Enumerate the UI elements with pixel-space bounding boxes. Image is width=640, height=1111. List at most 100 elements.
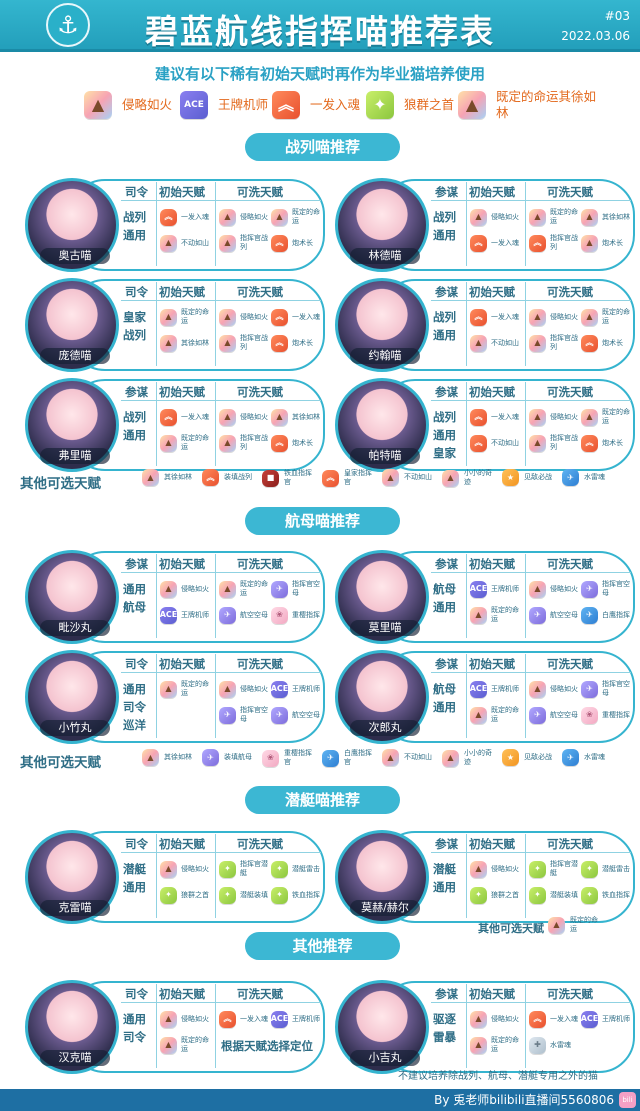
divider: [156, 382, 157, 466]
talent-icon: ▲: [581, 208, 598, 226]
talent-label: 侵略如火: [550, 412, 578, 421]
talent-label: 潜艇装填: [240, 890, 268, 899]
talent-label: 指挥官空母: [602, 680, 630, 697]
cat-portrait: 克雷喵: [25, 830, 119, 924]
talent-label: 其徐如林: [292, 412, 320, 421]
cat-portrait: 帕特喵: [335, 378, 429, 472]
talent-slot: ★ 见敌必战: [502, 469, 556, 486]
sub-other-item: ▲ 既定的命运: [548, 916, 602, 934]
chevron-up-icon: ︽: [470, 308, 487, 326]
commander-card: 小吉丸 参谋 初始天赋 可洗天赋 驱逐雷暴 ▲ 侵略如火 ▲ 既定的命运 ︽ 一发入魂 ACE 王牌机师…: [335, 980, 635, 1074]
talent-label: 白鹰指挥官: [344, 749, 372, 766]
plane-icon: ✈: [529, 706, 546, 724]
talent-slot: ✈ 指挥官空母: [219, 704, 268, 726]
talent-label: 一发入魂: [181, 212, 209, 221]
cat-name: 约翰喵: [350, 348, 420, 364]
cat-name: 汉克喵: [40, 1050, 110, 1066]
talent-slot: ▲ 既定的命运: [529, 206, 578, 228]
talent-slot: ACE 王牌机师: [581, 1008, 630, 1030]
talent-slot: ✚ 水雷魂: [529, 1034, 578, 1056]
talent-label: 侵略如火: [550, 684, 578, 693]
talent-slot: ▲ 炮术长: [581, 232, 630, 254]
legend-label: 狼群之首: [404, 97, 455, 112]
talent-label: 炮术长: [292, 238, 313, 247]
talent-slot: ✈ 水雷魂: [562, 749, 616, 766]
divider: [431, 572, 631, 573]
divider: [121, 300, 321, 301]
issue-date: 2022.03.06: [561, 29, 630, 43]
position-type: 参谋: [435, 837, 458, 851]
talent-label: 指挥官空母: [602, 580, 630, 597]
talent-label: 王牌机师: [491, 584, 519, 593]
talent-icon: ▲: [458, 91, 486, 119]
talent-label: 其徐如林: [602, 212, 630, 221]
chevron-up-icon: ︽: [271, 434, 288, 452]
talent-slot: ACE 王牌机师: [160, 604, 209, 626]
talent-label: 侵略如火: [240, 412, 268, 421]
talent-label: 潜艇雷击: [292, 864, 320, 873]
role-label: 战列通用: [433, 210, 456, 242]
talent-slot: ︽ 指挥官战列: [529, 232, 578, 254]
divider: [525, 834, 526, 918]
talent-slot: ︽ 炮术长: [271, 232, 320, 254]
talent-label: 铁血指挥: [292, 890, 320, 899]
divider: [121, 400, 321, 401]
talent-slot: ▲ 指挥官战列: [219, 432, 268, 454]
talent-slot: ✈ 白鹰指挥官: [322, 749, 376, 767]
talent-slot: ▲ 侵略如火: [160, 578, 209, 600]
divider: [466, 984, 467, 1068]
chevron-up-icon: ︽: [470, 408, 487, 426]
footer-bar: By 兎老师bilibili直播间5560806 bili: [0, 1089, 640, 1111]
plane-icon: ✈: [271, 580, 288, 598]
plane-icon: ✈: [219, 706, 236, 724]
washable-talent-header: 可洗天赋: [547, 657, 593, 671]
talent-slot: ▲ 指挥官战列: [529, 332, 578, 354]
cat-portrait: 弗里喵: [25, 378, 119, 472]
cat-name: 次郎丸: [350, 720, 420, 736]
chevron-up-icon: ︽: [219, 1010, 236, 1028]
chevron-up-icon: ︽: [160, 208, 177, 226]
talent-slot: ︽ 不动如山: [470, 432, 519, 454]
position-type: 参谋: [125, 557, 148, 571]
commander-card: 毗沙丸 参谋 初始天赋 可洗天赋 通用航母 ▲ 侵略如火 ACE 王牌机师 ▲ 既定的命运 ✈ 指挥官空…: [25, 550, 325, 644]
role-label: 航母通用: [433, 582, 456, 614]
divider: [215, 282, 216, 366]
position-type: 司令: [125, 185, 148, 199]
divider: [121, 572, 321, 573]
talent-slot: ▲ 不动如山: [382, 749, 436, 766]
bilibili-icon: bili: [619, 1092, 636, 1108]
talent-label: 既定的命运: [181, 680, 209, 697]
talent-label: 侵略如火: [181, 864, 209, 873]
talent-icon: ▲: [470, 1010, 487, 1028]
divider: [215, 382, 216, 466]
divider: [156, 554, 157, 638]
talent-icon: ▲: [548, 916, 565, 934]
divider: [431, 852, 631, 853]
talent-label: 重樱指挥: [292, 610, 320, 619]
talent-icon: ▲: [442, 469, 459, 487]
talent-icon: ▲: [219, 234, 236, 252]
talent-icon: ▲: [160, 334, 177, 352]
talent-slot: ACE 王牌机师: [470, 678, 519, 700]
cat-portrait: 毗沙丸: [25, 550, 119, 644]
legend-label: 侵略如火: [122, 97, 173, 112]
divider: [466, 834, 467, 918]
washable-talent-header: 可洗天赋: [547, 557, 593, 571]
talent-slot: ▲ 侵略如火: [219, 406, 268, 428]
washable-talent-header: 可洗天赋: [237, 285, 283, 299]
talent-icon: ▲: [470, 706, 487, 724]
ace-icon: ACE: [470, 580, 487, 598]
chevron-up-icon: ︽: [202, 469, 219, 486]
talent-label: 既定的命运: [602, 408, 630, 425]
other-talents-title: 其他可选天赋: [20, 755, 101, 771]
talent-label: 一发入魂: [292, 312, 320, 321]
talent-label: 侵略如火: [491, 864, 519, 873]
wolf-icon: ✦: [581, 860, 598, 878]
talent-slot: ︽ 一发入魂: [160, 406, 209, 428]
talent-label: 侵略如火: [240, 312, 268, 321]
position-type: 参谋: [435, 285, 458, 299]
talent-label: 侵略如火: [240, 684, 268, 693]
cat-portrait: 莫里喵: [335, 550, 429, 644]
chevron-up-icon: ︽: [271, 234, 288, 252]
